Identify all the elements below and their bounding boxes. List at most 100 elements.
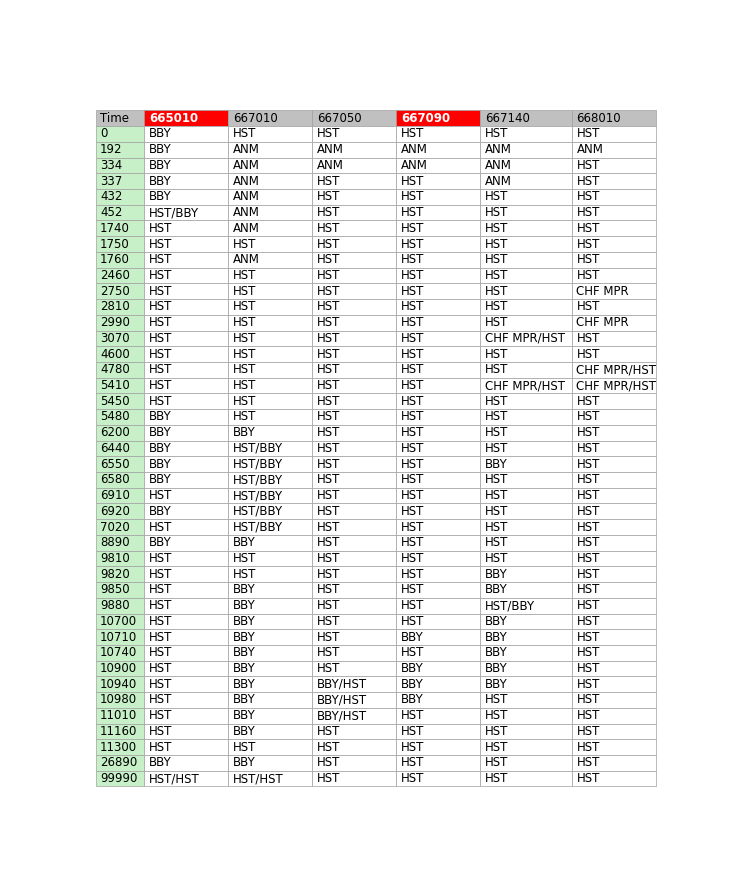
Text: HST: HST [401,379,424,392]
Bar [312,409,396,424]
Text: ANM: ANM [233,253,259,266]
Bar [572,630,656,645]
Text: HST: HST [317,599,340,612]
Bar [144,220,228,236]
Text: 99990: 99990 [100,772,138,785]
Text: HST: HST [233,552,256,565]
Bar [228,692,312,708]
Bar [144,110,228,126]
Bar [228,252,312,267]
Bar [396,189,480,205]
Text: BBY/HST: BBY/HST [317,710,367,722]
Text: 452: 452 [100,206,122,219]
Text: HST: HST [233,379,256,392]
Bar [312,630,396,645]
Bar [480,519,572,535]
Bar [312,598,396,614]
Text: HST: HST [576,710,600,722]
Bar [95,724,144,740]
Bar [312,236,396,252]
Bar [396,315,480,330]
Text: 11300: 11300 [100,741,137,754]
Text: 6550: 6550 [100,457,130,471]
Bar [144,598,228,614]
Text: 2460: 2460 [100,269,130,282]
Bar [572,503,656,519]
Text: HST: HST [485,741,508,754]
Bar [144,346,228,362]
Bar [480,283,572,299]
Bar [572,393,656,409]
Bar [572,126,656,142]
Text: HST: HST [401,347,424,361]
Text: 2990: 2990 [100,316,130,329]
Bar [396,220,480,236]
Text: HST: HST [317,614,340,628]
Bar [95,424,144,440]
Bar [480,456,572,472]
Bar [572,551,656,567]
Text: HST: HST [485,285,508,297]
Text: HST: HST [576,300,600,313]
Bar [396,456,480,472]
Text: ANM: ANM [485,175,512,187]
Text: BBY: BBY [485,678,507,691]
Text: BBY: BBY [485,614,507,628]
Text: HST: HST [149,567,172,581]
Text: 10980: 10980 [100,694,137,707]
Bar [228,142,312,157]
Bar [396,677,480,692]
Bar [228,236,312,252]
Text: HST: HST [149,489,172,502]
Bar [312,189,396,205]
Bar [95,771,144,787]
Text: HST: HST [317,316,340,329]
Text: HST: HST [233,269,256,282]
Text: HST: HST [317,332,340,345]
Text: HST: HST [317,457,340,471]
Text: 10700: 10700 [100,614,137,628]
Text: BBY: BBY [149,473,172,487]
Text: HST: HST [317,363,340,377]
Bar [95,315,144,330]
Bar [228,362,312,377]
Text: CHF MPR/HST: CHF MPR/HST [485,332,564,345]
Bar [480,173,572,189]
Text: ANM: ANM [576,143,603,156]
Text: HST: HST [317,630,340,644]
Text: BBY: BBY [485,662,507,675]
Bar [572,488,656,503]
Text: HST: HST [233,316,256,329]
Bar [480,220,572,236]
Bar [396,173,480,189]
Text: HST: HST [317,473,340,487]
Bar [95,267,144,283]
Text: HST: HST [485,128,508,140]
Text: 668010: 668010 [576,112,621,125]
Text: CHF MPR: CHF MPR [576,285,629,297]
Text: BBY: BBY [485,646,507,659]
Bar [95,283,144,299]
Bar [312,488,396,503]
Text: 10740: 10740 [100,646,137,659]
Bar [396,614,480,630]
Text: HST: HST [401,536,424,550]
Text: HST/BBY: HST/BBY [233,520,283,534]
Text: HST: HST [576,426,600,440]
Text: HST: HST [576,175,600,187]
Bar [95,567,144,582]
Bar [396,205,480,220]
Bar [312,267,396,283]
Bar [144,409,228,424]
Text: HST: HST [576,410,600,424]
Bar [228,645,312,661]
Bar [95,189,144,205]
Text: HST: HST [317,646,340,659]
Text: HST: HST [485,426,508,440]
Bar [95,456,144,472]
Bar [95,582,144,598]
Bar [396,598,480,614]
Text: BBY: BBY [485,583,507,597]
Text: HST: HST [485,520,508,534]
Text: HST: HST [401,190,424,203]
